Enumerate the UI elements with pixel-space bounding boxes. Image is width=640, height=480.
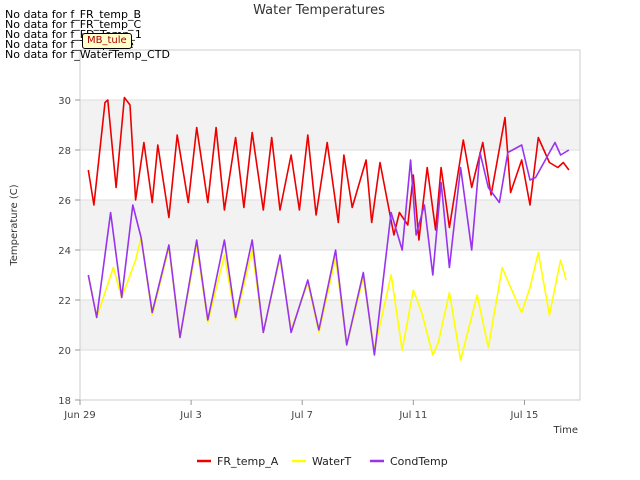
series-line-FR_temp_A (87, 96, 570, 241)
y-tick-label: 20 (58, 346, 71, 357)
y-axis-label: Temperature (C) (9, 184, 20, 266)
legend-label: WaterT (312, 455, 352, 468)
no-data-note: No data for f_FR_temp_C (5, 18, 142, 31)
y-tick-label: 24 (58, 246, 71, 257)
grid-band (80, 200, 580, 250)
series-line-CondTemp (87, 141, 570, 356)
x-tick-label: Jun 29 (63, 410, 96, 421)
y-tick-label: 30 (58, 96, 71, 107)
plot-frame (79, 49, 581, 401)
site-badge: MB_tule (82, 33, 132, 49)
grid-band (80, 300, 580, 350)
x-tick-label: Jul 7 (290, 410, 313, 421)
y-tick-label: 26 (58, 196, 71, 207)
y-tick-label: 22 (58, 296, 71, 307)
legend-label: FR_temp_A (217, 455, 279, 468)
y-tick-label: 18 (58, 396, 71, 407)
y-axis-ticks: 18 20 22 24 26 28 30 (58, 96, 80, 407)
x-tick-label: Jul 3 (179, 410, 202, 421)
legend-label: CondTemp (390, 455, 448, 468)
x-tick-label: Jul 15 (509, 410, 538, 421)
grid-bands (80, 50, 580, 350)
no-data-note: No data for f_FR_temp_B (5, 8, 142, 21)
grid-band (80, 50, 580, 100)
y-tick-label: 28 (58, 146, 71, 157)
series-lines (87, 96, 570, 361)
x-axis-ticks: Jun 29 Jul 3 Jul 7 Jul 11 Jul 15 (63, 400, 538, 421)
no-data-note: No data for f_WaterTemp_CTD (5, 48, 170, 61)
x-axis-label: Time (553, 425, 578, 436)
chart-title: Water Temperatures (253, 3, 385, 18)
grid-band (80, 100, 580, 150)
x-tick-label: Jul 11 (398, 410, 427, 421)
legend: FR_temp_A WaterT CondTemp (197, 455, 448, 468)
